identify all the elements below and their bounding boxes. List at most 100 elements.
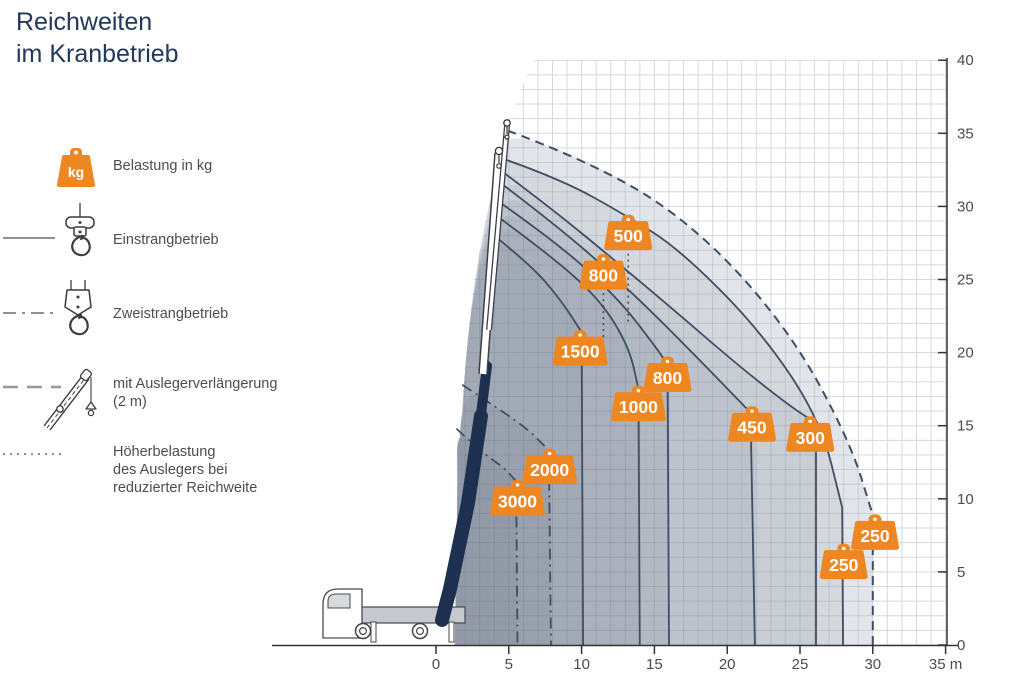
tag-body (851, 520, 899, 550)
load-curve-250-extension-2m (506, 129, 874, 645)
x-axis-tick-label: 20 (719, 656, 736, 673)
tag-value: 800 (653, 368, 682, 388)
hook-pin1 (78, 221, 82, 224)
x-axis-tick-label: 0 (432, 656, 440, 673)
load-curve-1500-single-strand (493, 234, 584, 646)
legend-label-higher-load-line2: des Auslegers bei (113, 462, 228, 478)
page-title-line2: im Kranbetrieb (16, 40, 179, 68)
x-axis-tick-label: 15 (646, 656, 663, 673)
tag-knob-hole (873, 517, 877, 522)
load-curve-1000-single-strand (495, 214, 641, 646)
axes: 0 5 10 15 20 25 30 35 m 0 5 10 15 20 25 30 35 40 (272, 52, 974, 673)
load-tag-300: 300 (786, 416, 835, 452)
outrigger-rear (448, 621, 455, 643)
tag-value: 250 (829, 555, 858, 575)
tag-body (610, 392, 666, 422)
x-axis-tick-label: 25 (792, 656, 809, 673)
tag-knob-hole (808, 419, 812, 424)
y-axis-tick-label: 0 (957, 637, 965, 654)
legend-label-extension-line1: mit Auslegerverlängerung (113, 376, 278, 392)
legend-row-weight: kg Belastung in kg (0, 144, 310, 190)
legend-label-extension: mit Auslegerverlängerung (2 m) (113, 375, 277, 411)
y-axis-tick-label: 25 (957, 272, 974, 289)
tag-knob-hole (578, 333, 582, 337)
load-tag-450: 450 (728, 406, 776, 442)
legend-label-extension-line2: (2 m) (113, 394, 147, 410)
truck-wheel-rear (411, 622, 429, 640)
load-curve-300-single-strand (499, 169, 817, 645)
boom-lower-section (435, 409, 488, 627)
tag-knob-hole (636, 388, 641, 393)
hook-head (64, 289, 92, 316)
dotted-line-sample (3, 453, 61, 455)
main-tip-hook (496, 163, 502, 169)
weight-icon-knob-hole (74, 150, 78, 155)
legend-label-higher-load: Höherbelastung des Auslegers bei reduzie… (113, 443, 257, 497)
tag-knob-hole (626, 217, 630, 222)
dashdot-line-sample (3, 312, 55, 314)
tag-value: 300 (796, 428, 825, 448)
legend-label-higher-load-line3: reduzierter Reichweite (113, 480, 258, 496)
tag-value: 3000 (498, 492, 537, 512)
y-axis-tick-label: 15 (957, 418, 974, 435)
legend-label-higher-load-line1: Höherbelastung (113, 444, 216, 460)
y-axis-tick-label: 40 (957, 52, 974, 69)
tag-knob-hole (515, 483, 520, 487)
crane-boom (435, 119, 511, 627)
extension-tip-hook (504, 134, 510, 140)
load-curves (455, 129, 874, 646)
legend-label-weight: Belastung in kg (113, 158, 213, 174)
y-axis-tick-label: 10 (957, 491, 974, 508)
boom-tip-plate (79, 368, 93, 382)
boom-extension (487, 125, 509, 331)
load-curve-250-single-strand (501, 157, 844, 646)
tag-body (819, 550, 868, 580)
load-tag-250: 250 (851, 514, 899, 550)
load-tag-800: 800 (643, 356, 692, 392)
hook-curve (69, 313, 89, 336)
hook-pin2 (76, 305, 80, 309)
tag-value: 800 (589, 266, 618, 286)
tag-body (522, 455, 578, 485)
load-tag-2000: 2000 (522, 448, 578, 485)
truck-wheel-front-hub (359, 626, 368, 635)
truck-window (327, 593, 351, 609)
tag-knob-hole (841, 546, 846, 551)
solid-line-sample (3, 237, 55, 239)
weight-icon: kg (57, 148, 95, 187)
page-title-line1: Reichweiten (16, 8, 153, 36)
legend-row-double-strand: Zweistrangbetrieb (0, 278, 310, 356)
load-tag-800: 800 (579, 254, 628, 290)
boom-mid-section (474, 361, 492, 435)
tag-knob-hole (665, 359, 670, 364)
x-axis-tick-label: 30 (864, 656, 881, 673)
tag-value: 250 (860, 526, 889, 546)
tag-body (728, 412, 776, 442)
load-curve-450-single-strand (498, 180, 756, 646)
y-axis-tick-label: 35 (957, 125, 974, 142)
hook-pin1 (76, 295, 80, 299)
boom-edge2 (49, 378, 90, 431)
tag-body (643, 363, 692, 392)
tag-body (490, 486, 545, 516)
outrigger-front (370, 621, 377, 643)
tag-body (604, 221, 653, 251)
tag-value: 1500 (561, 342, 600, 362)
hook-curve (71, 234, 91, 257)
legend-row-extension: mit Auslegerverlängerung (2 m) (0, 358, 310, 436)
tip-hook-eye (87, 409, 95, 417)
load-curve-3000-double-strand (455, 427, 519, 646)
boom-main (479, 152, 503, 375)
tag-knob-hole (601, 257, 606, 261)
load-tag-1000: 1000 (610, 385, 666, 422)
legend-label-double-strand: Zweistrangbetrieb (113, 306, 229, 322)
single-hook-icon (65, 203, 95, 257)
main-tip-pulley (494, 146, 504, 156)
longdash-line-sample (3, 385, 61, 389)
tag-value: 500 (614, 226, 643, 246)
truck-wheel-front (354, 622, 372, 640)
load-tag-3000: 3000 (490, 480, 545, 516)
